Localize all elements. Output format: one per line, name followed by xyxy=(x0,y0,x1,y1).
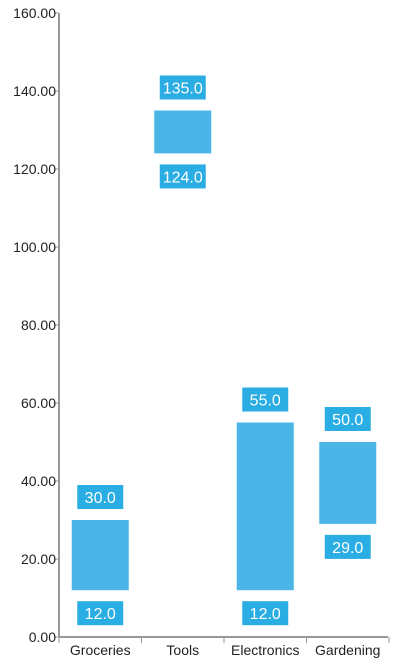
high-data-label: 50.0 xyxy=(332,412,363,429)
low-label-box xyxy=(242,601,289,626)
x-category-label: Electronics xyxy=(231,642,299,658)
high-data-label: 55.0 xyxy=(250,393,281,410)
low-data-label: 12.0 xyxy=(85,606,116,623)
y-tick-label: 100.00 xyxy=(13,239,56,255)
low-label-box xyxy=(159,164,206,189)
high-label-box xyxy=(77,485,124,509)
low-label-box xyxy=(324,534,371,559)
y-tick-label: 140.00 xyxy=(13,83,56,99)
low-data-label: 29.0 xyxy=(332,540,363,557)
x-category-label: Groceries xyxy=(70,642,131,658)
low-data-label: 124.0 xyxy=(163,169,203,186)
low-data-label: 12.0 xyxy=(250,606,281,623)
high-label-box xyxy=(159,75,206,100)
high-data-label: 30.0 xyxy=(85,490,116,507)
high-label-box xyxy=(242,387,289,412)
y-tick-label: 80.00 xyxy=(21,317,56,333)
low-label-box xyxy=(77,601,124,626)
y-tick-label: 120.00 xyxy=(13,161,56,177)
x-category-label: Tools xyxy=(166,642,199,658)
range-bar-tools xyxy=(154,110,212,154)
y-tick-label: 0.00 xyxy=(29,629,56,645)
range-bar-electronics xyxy=(236,422,294,591)
y-tick-label: 40.00 xyxy=(21,473,56,489)
high-data-label: 135.0 xyxy=(163,81,203,98)
y-tick-label: 60.00 xyxy=(21,395,56,411)
y-tick-label: 20.00 xyxy=(21,551,56,567)
y-tick-label: 160.00 xyxy=(13,5,56,21)
high-label-box xyxy=(324,407,371,431)
range-bar-gardening xyxy=(319,442,377,524)
x-category-label: Gardening xyxy=(315,642,380,658)
range-bar-groceries xyxy=(71,520,129,591)
